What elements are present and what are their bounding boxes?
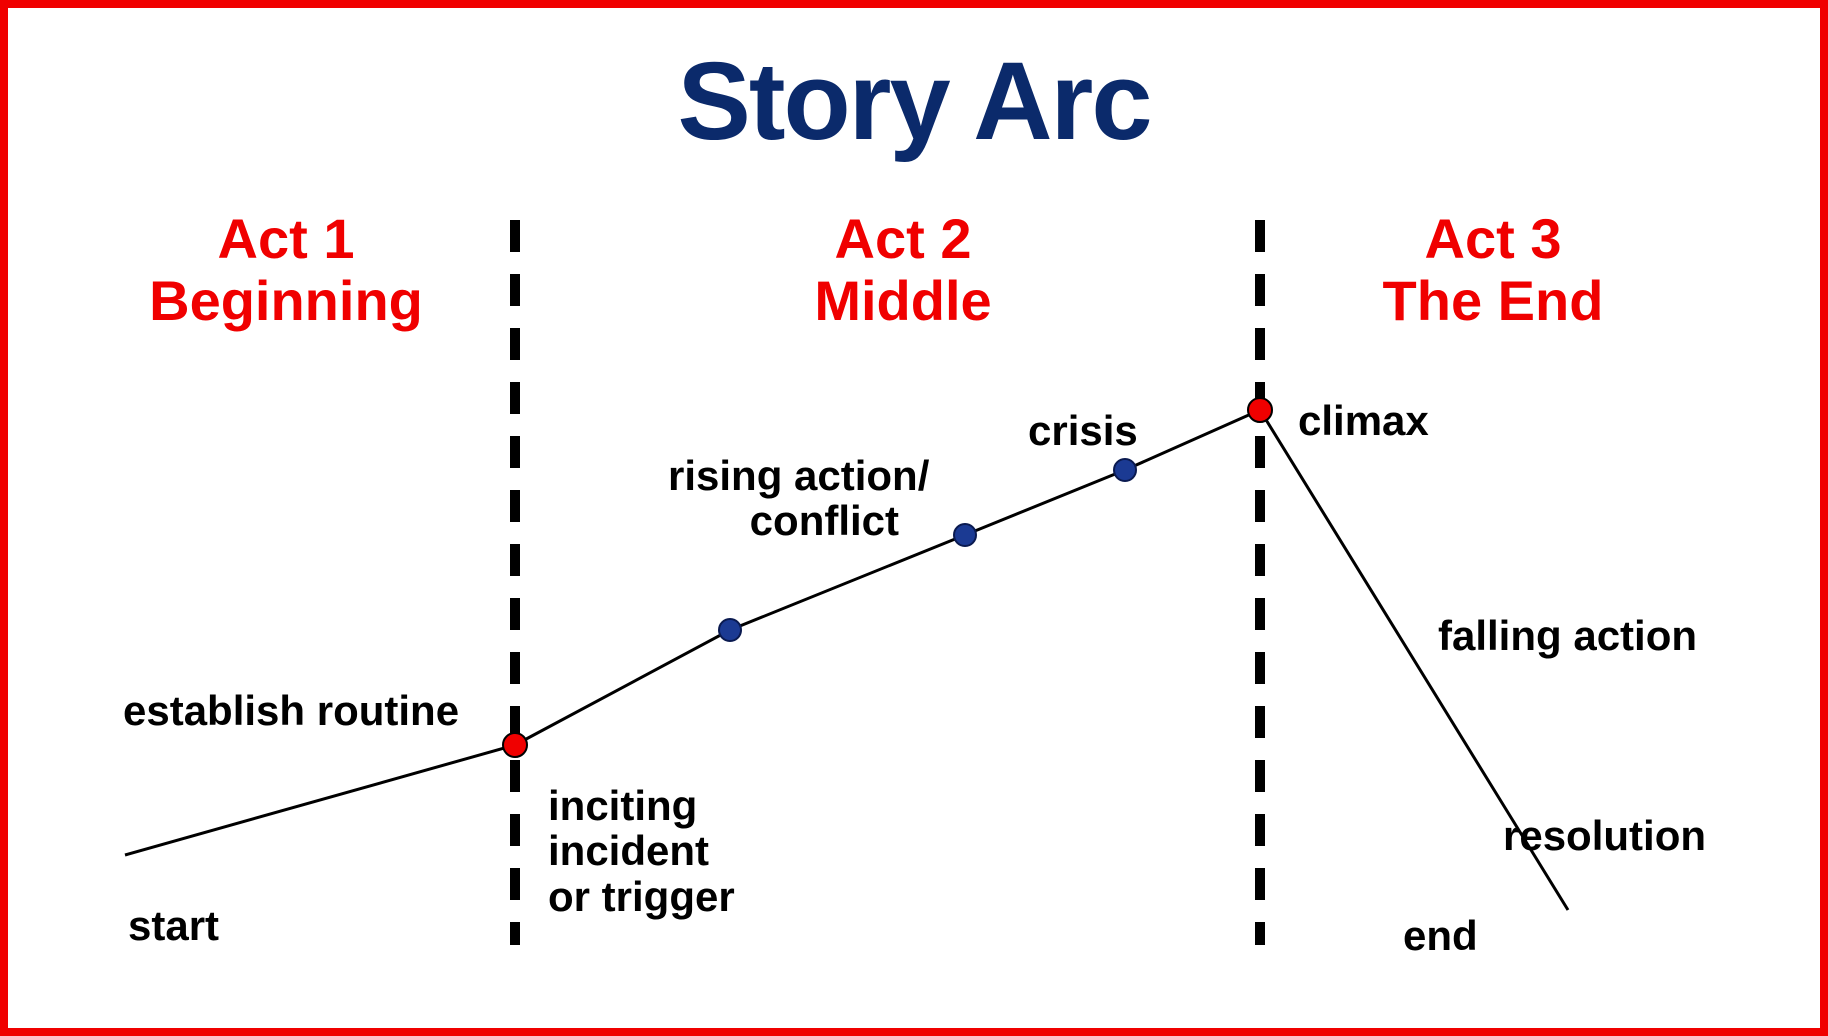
label-start: start [128,903,219,948]
label-falling-action: falling action [1438,613,1697,658]
label-climax: climax [1298,398,1429,443]
label-inciting: inciting incident or trigger [548,783,735,919]
label-crisis: crisis [1028,408,1138,453]
label-end: end [1403,913,1478,958]
labels-layer: start establish routine inciting incident … [8,8,1820,1028]
label-establish-routine: establish routine [123,688,459,733]
label-resolution: resolution [1503,813,1706,858]
diagram-frame: Story Arc Act 1 Beginning Act 2 Middle A… [0,0,1828,1036]
label-rising-action: rising action/ conflict [668,453,929,544]
